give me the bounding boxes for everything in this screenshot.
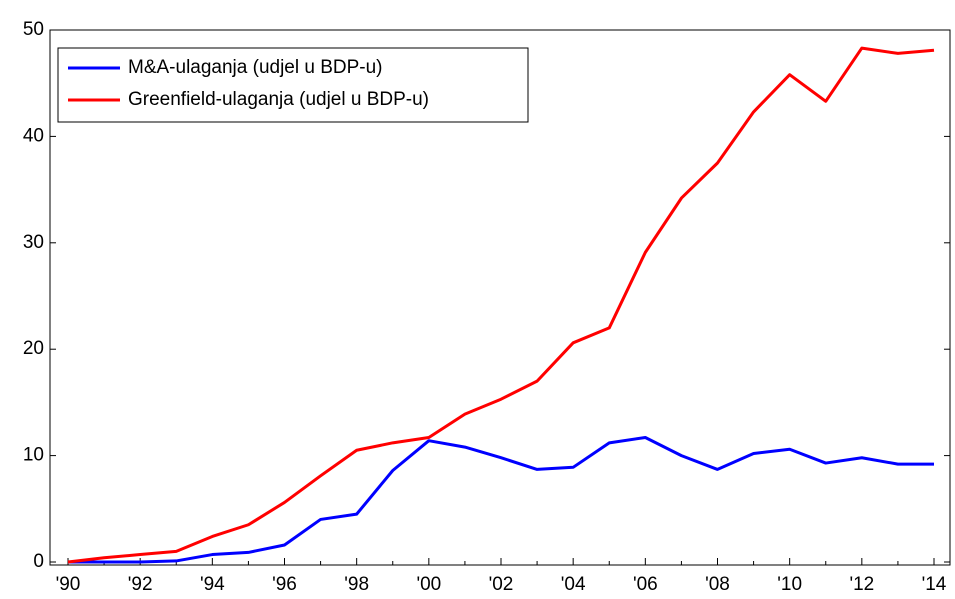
y-tick-label: 10 — [23, 445, 44, 466]
x-tick-label: '14 — [922, 574, 947, 595]
x-tick-label: '06 — [633, 574, 658, 595]
y-tick-label: 30 — [23, 232, 44, 253]
x-tick-label: '94 — [200, 574, 225, 595]
y-tick-label: 20 — [23, 338, 44, 359]
plot-frame — [49, 29, 951, 566]
x-tick-label: '10 — [777, 574, 802, 595]
y-tick-label: 0 — [33, 551, 44, 572]
x-tick-label: '90 — [56, 574, 81, 595]
legend-label: Greenfield-ulaganja (udjel u BDP-u) — [128, 89, 429, 110]
x-tick-label: '98 — [344, 574, 369, 595]
series-line — [68, 436, 934, 564]
legend-box — [57, 47, 529, 123]
y-tick-label: 50 — [23, 19, 44, 40]
x-tick-label: '12 — [849, 574, 874, 595]
x-tick-label: '92 — [128, 574, 153, 595]
x-tick-label: '00 — [416, 574, 441, 595]
x-tick-label: '08 — [705, 574, 730, 595]
x-tick-label: '02 — [489, 574, 514, 595]
legend-label: M&A-ulaganja (udjel u BDP-u) — [128, 57, 383, 78]
y-tick-label: 40 — [23, 125, 44, 146]
series-line — [67, 46, 935, 564]
x-tick-label: '04 — [561, 574, 586, 595]
x-tick-label: '96 — [272, 574, 297, 595]
